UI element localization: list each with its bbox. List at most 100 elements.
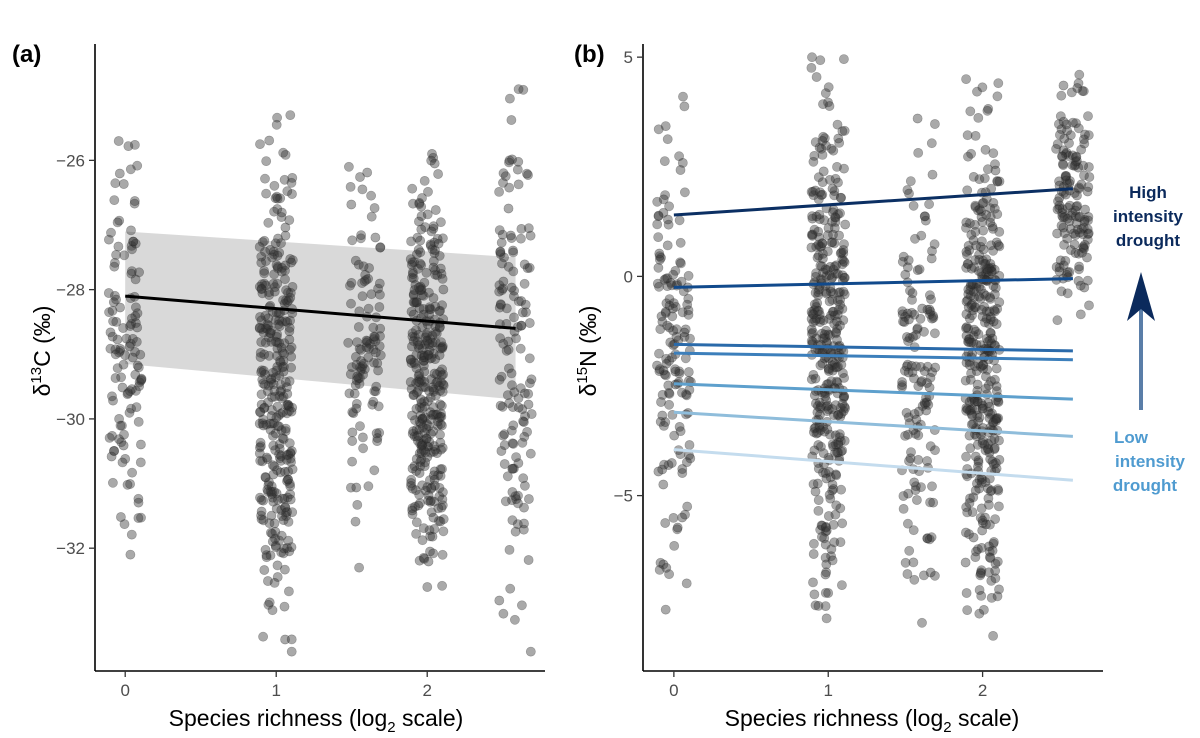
data-point: [268, 367, 278, 378]
data-point: [365, 338, 375, 349]
panel-a-label: (a): [12, 41, 41, 68]
data-point: [412, 232, 423, 243]
data-point: [835, 429, 845, 439]
data-point: [809, 299, 820, 310]
data-point: [428, 548, 439, 559]
data-point: [375, 350, 386, 361]
data-point: [523, 388, 534, 399]
data-point: [279, 348, 289, 359]
data-point: [815, 260, 826, 271]
data-point: [518, 524, 529, 535]
data-point: [961, 402, 972, 413]
data-point: [268, 379, 279, 390]
data-point: [976, 567, 986, 578]
data-point: [263, 313, 274, 324]
data-point: [280, 377, 291, 387]
data-point: [257, 456, 268, 467]
data-point: [406, 478, 416, 488]
data-point: [280, 507, 291, 518]
data-point: [507, 154, 517, 165]
data-point: [420, 412, 430, 423]
data-point: [981, 306, 992, 317]
data-point: [987, 333, 998, 344]
data-point: [263, 599, 274, 610]
data-point: [375, 323, 386, 334]
data-point: [1058, 212, 1069, 223]
data-point: [839, 257, 850, 268]
data-point: [132, 160, 143, 171]
data-point: [814, 306, 824, 316]
data-point: [427, 340, 438, 351]
data-point: [967, 299, 977, 309]
data-point: [987, 545, 998, 556]
data-point: [286, 457, 296, 467]
data-point: [356, 356, 366, 366]
data-point: [974, 266, 984, 276]
data-point: [814, 142, 825, 153]
data-point: [414, 489, 425, 500]
data-point: [808, 369, 819, 380]
data-point: [812, 305, 823, 316]
data-point: [407, 257, 418, 268]
data-point: [266, 411, 277, 421]
data-point: [654, 281, 664, 292]
data-point: [266, 377, 277, 388]
data-point: [978, 363, 988, 374]
data-point: [275, 357, 286, 368]
data-point: [806, 63, 817, 73]
data-point: [898, 251, 909, 262]
data-point: [823, 588, 834, 598]
data-point: [409, 285, 420, 295]
data-point: [833, 361, 843, 372]
data-point: [961, 323, 971, 334]
data-point: [111, 294, 121, 305]
data-point: [113, 136, 124, 146]
data-point: [826, 143, 837, 154]
data-point: [913, 147, 924, 158]
data-point: [257, 288, 268, 299]
data-point: [430, 245, 440, 256]
data-point: [993, 485, 1004, 496]
data-point: [834, 432, 845, 443]
data-point: [828, 519, 839, 530]
data-point: [1074, 227, 1085, 238]
data-point: [671, 324, 682, 335]
data-point: [516, 320, 526, 331]
data-point: [815, 187, 825, 198]
data-point: [437, 494, 448, 505]
data-point: [345, 280, 355, 291]
data-point: [979, 301, 990, 312]
data-point: [422, 209, 433, 220]
data-point: [262, 386, 273, 397]
data-point: [963, 289, 974, 300]
data-point: [1054, 119, 1064, 129]
data-point: [411, 297, 422, 307]
data-point: [1062, 125, 1072, 136]
data-point: [971, 326, 981, 337]
data-point: [838, 256, 849, 266]
data-point: [655, 557, 666, 568]
data-point: [426, 353, 437, 363]
data-point: [830, 362, 841, 373]
data-point: [653, 211, 664, 222]
data-point: [513, 156, 524, 167]
data-point: [406, 306, 417, 317]
data-point: [126, 240, 137, 251]
data-point: [415, 258, 426, 269]
data-point: [905, 176, 916, 186]
data-point: [286, 177, 297, 188]
data-point: [919, 397, 930, 408]
data-point: [831, 500, 842, 511]
data-point: [836, 359, 847, 370]
data-point: [1059, 228, 1070, 238]
data-point: [930, 328, 940, 339]
data-point: [832, 119, 843, 130]
data-point: [974, 474, 985, 485]
data-point: [424, 339, 434, 350]
data-point: [898, 491, 909, 501]
data-point: [422, 330, 432, 340]
data-point: [988, 538, 999, 549]
data-point: [899, 317, 910, 327]
data-point: [836, 192, 846, 203]
data-point: [270, 428, 281, 439]
